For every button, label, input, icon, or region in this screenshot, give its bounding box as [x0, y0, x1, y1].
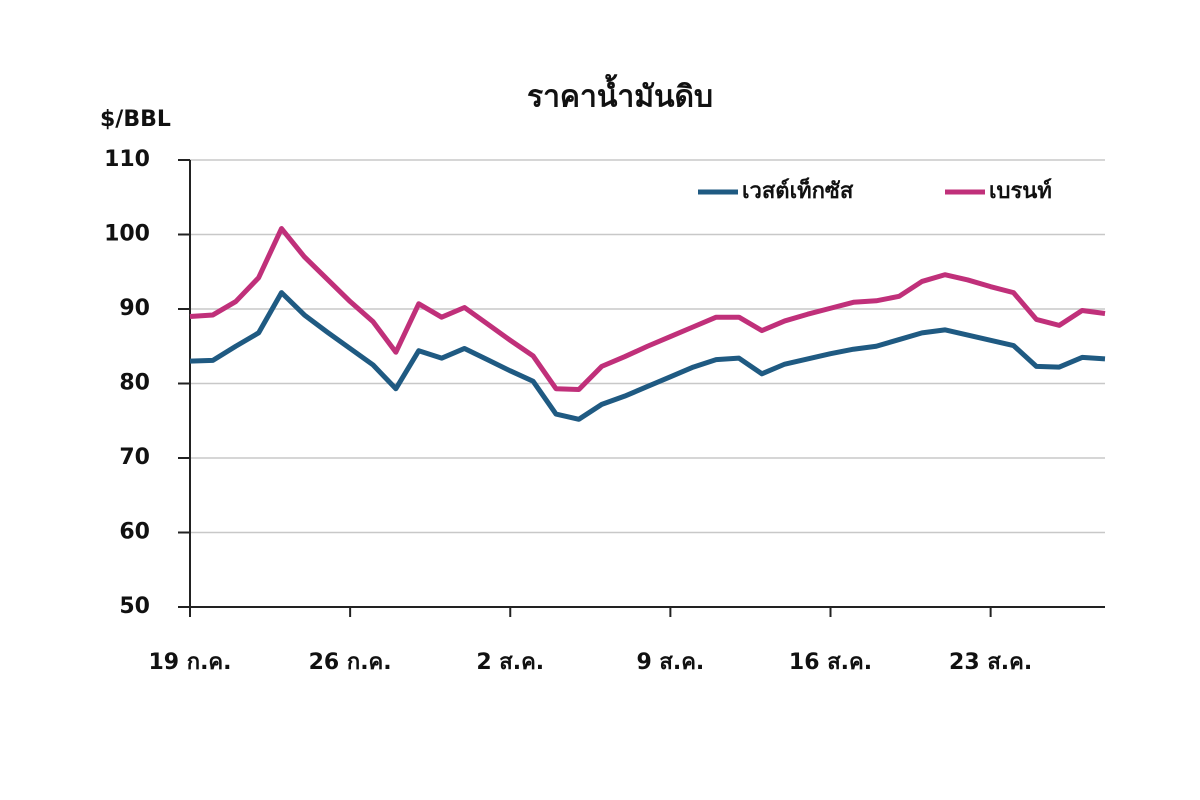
series-line	[189, 226, 1106, 392]
y-tick-label: 50	[119, 594, 150, 619]
y-tick-label: 70	[119, 445, 150, 470]
legend-label: เวสต์เท็กซัส	[742, 176, 854, 204]
y-tick-label: 110	[104, 147, 150, 172]
series-line	[189, 290, 1106, 422]
y-tick-label: 60	[119, 520, 150, 545]
x-tick-label: 26 ก.ค.	[309, 650, 392, 675]
x-tick-label: 16 ส.ค.	[789, 650, 872, 675]
legend-label: เบรนท์	[989, 178, 1052, 204]
y-tick-label: 80	[119, 371, 150, 396]
chart-title: ราคาน้ำมันดิบ	[527, 74, 713, 115]
y-tick-label: 100	[104, 222, 150, 247]
x-tick-label: 9 ส.ค.	[636, 650, 704, 675]
x-tick-label: 2 ส.ค.	[476, 650, 544, 675]
y-tick-label: 90	[119, 296, 150, 321]
y-axis-label: $/BBL	[100, 107, 171, 132]
x-tick-label: 23 ส.ค.	[949, 650, 1032, 675]
x-tick-label: 19 ก.ค.	[148, 650, 231, 675]
